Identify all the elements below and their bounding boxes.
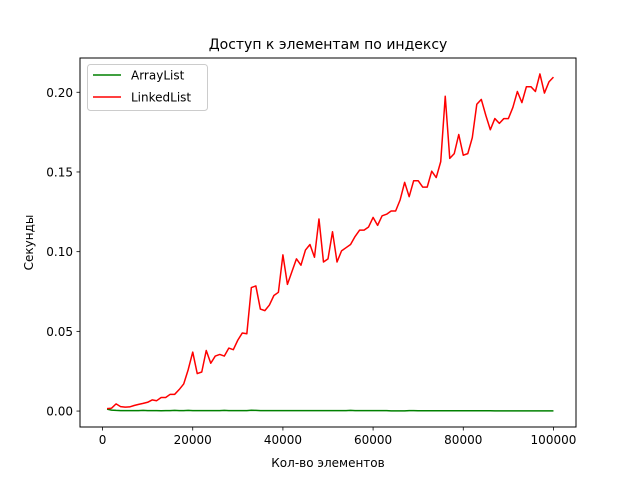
x-tick-label: 80000 <box>444 433 482 447</box>
x-axis-label: Кол-во элементов <box>271 456 384 470</box>
y-tick-label: 0.00 <box>46 405 73 419</box>
x-tick-label: 100000 <box>531 433 577 447</box>
legend-arraylist-label: ArrayList <box>131 69 185 83</box>
legend: ArrayList LinkedList <box>87 64 208 111</box>
x-tick-label: 60000 <box>354 433 392 447</box>
x-tick-label: 40000 <box>264 433 302 447</box>
y-axis-label: Секунды <box>22 215 36 271</box>
y-tick-label: 0.05 <box>46 325 73 339</box>
chart-title: Доступ к элементам по индексу <box>209 37 448 53</box>
x-tick-label: 0 <box>99 433 107 447</box>
y-tick-label: 0.15 <box>46 165 73 179</box>
legend-box <box>87 64 208 111</box>
series-line-arraylist <box>106 408 554 412</box>
legend-linkedlist-label: LinkedList <box>131 91 191 105</box>
y-tick-label: 0.20 <box>46 86 73 100</box>
plot-area: 0 20000 40000 60000 80000 100000 0.00 0.05 0.10 0… <box>46 73 577 447</box>
axes-frame <box>79 57 577 428</box>
y-tick-label: 0.10 <box>46 245 73 259</box>
series-line-linkedlist <box>106 73 554 410</box>
x-tick-label: 20000 <box>174 433 212 447</box>
